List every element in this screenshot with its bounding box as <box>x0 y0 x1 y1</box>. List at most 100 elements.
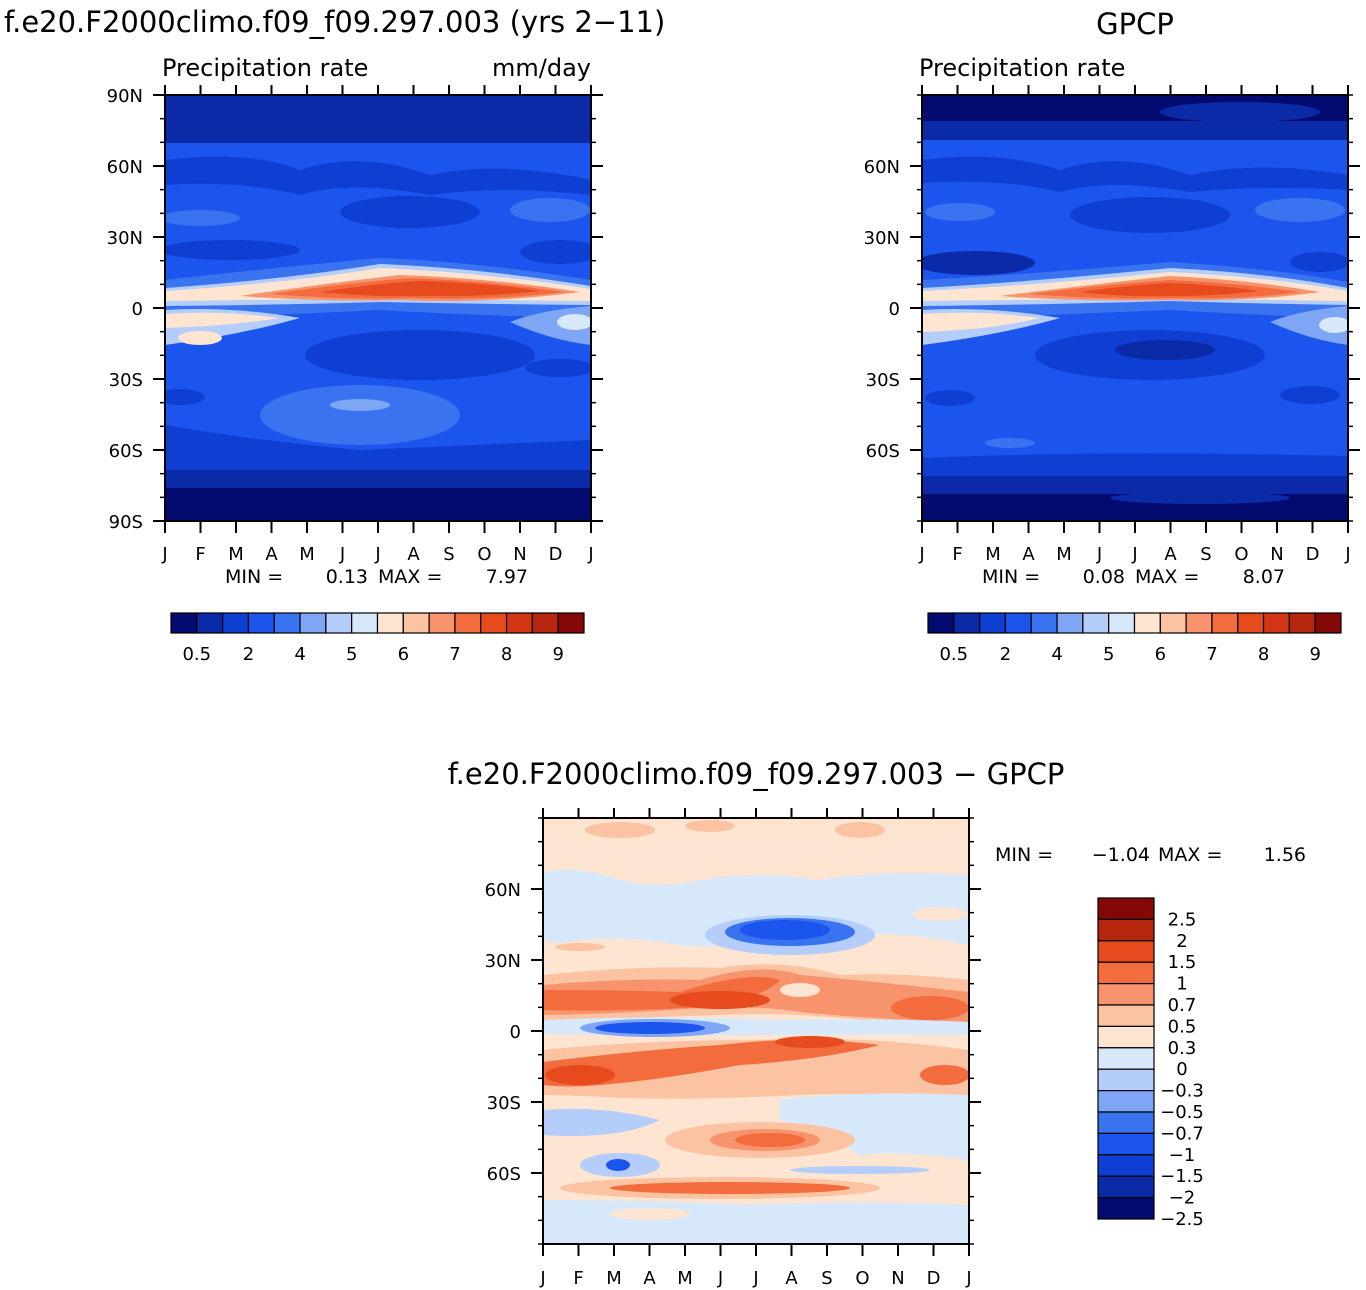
colorbar-label: −0.3 <box>1160 1081 1204 1102</box>
x-tick-label: S <box>443 544 454 565</box>
diff-title: f.e20.F2000climo.f09_f09.297.003 − GPCP <box>448 757 1065 791</box>
x-tick-label: N <box>513 544 526 565</box>
colorbar-swatch <box>1097 1068 1155 1092</box>
colorbar-swatch <box>299 612 327 634</box>
x-tick-label: S <box>1200 544 1211 565</box>
colorbar-swatch <box>1288 612 1316 634</box>
colorbar-swatch <box>557 612 585 634</box>
colorbar-swatch <box>1097 940 1155 963</box>
colorbar-label: 9 <box>552 644 563 665</box>
obs-panel: GPCP Precipitation rate <box>864 7 1360 665</box>
y-tick-label: 60S <box>109 441 143 462</box>
y-tick-label: 90S <box>109 512 143 533</box>
obs-max-value: 8.07 <box>1243 566 1285 588</box>
model-subtitle: Precipitation rate <box>162 54 368 82</box>
y-tick-label: 30N <box>107 228 143 249</box>
colorbar-label: 7 <box>449 644 460 665</box>
y-tick-label: 30S <box>866 370 900 391</box>
colorbar-swatch <box>376 612 404 634</box>
x-tick-label: N <box>891 1268 904 1289</box>
diff-colorbar: 2.521.510.70.50.30−0.3−0.5−0.7−1−1.5−2−2… <box>1097 897 1204 1230</box>
y-tick-label: 60N <box>485 880 521 901</box>
model-colorbar: 0.5 2 4 5 6 7 8 9 <box>170 612 585 665</box>
x-tick-label: D <box>1306 544 1320 565</box>
colorbar-label: 8 <box>1258 644 1269 665</box>
colorbar-swatch <box>1030 612 1058 634</box>
x-tick-label: J <box>1096 544 1102 565</box>
colorbar-label: 8 <box>501 644 512 665</box>
y-tick-label: 0 <box>132 299 143 320</box>
x-tick-label: J <box>587 544 593 565</box>
colorbar-swatch <box>1237 612 1265 634</box>
colorbar-swatch <box>196 612 224 634</box>
colorbar-label: −0.5 <box>1160 1102 1204 1123</box>
x-tick-label: A <box>265 544 278 565</box>
colorbar-label: 9 <box>1309 644 1320 665</box>
y-tick-label: 60S <box>866 441 900 462</box>
colorbar-swatch <box>979 612 1007 634</box>
x-tick-label: J <box>539 1268 545 1289</box>
diff-min-label: MIN = <box>995 844 1053 866</box>
colorbar-swatch <box>1185 612 1213 634</box>
colorbar-swatch <box>531 612 559 634</box>
colorbar-label: 1.5 <box>1168 952 1197 973</box>
colorbar-label: 6 <box>398 644 409 665</box>
colorbar-label: −1.5 <box>1160 1166 1204 1187</box>
colorbar-swatch <box>454 612 482 634</box>
x-tick-label: M <box>677 1268 693 1289</box>
colorbar-swatch <box>247 612 275 634</box>
x-tick-label: M <box>1056 544 1072 565</box>
colorbar-swatch <box>505 612 533 634</box>
x-tick-label: A <box>1022 544 1035 565</box>
colorbar-label: −1 <box>1169 1145 1196 1166</box>
x-tick-label: J <box>161 544 167 565</box>
model-min-label: MIN = <box>225 566 283 588</box>
colorbar-label: 6 <box>1155 644 1166 665</box>
y-tick-label: 60N <box>107 157 143 178</box>
y-tick-label: 30S <box>109 370 143 391</box>
colorbar-label: 2 <box>243 644 254 665</box>
x-tick-label: M <box>299 544 315 565</box>
y-tick-label: 0 <box>889 299 900 320</box>
colorbar-swatch <box>1097 1154 1155 1177</box>
colorbar-label: −0.7 <box>1160 1123 1204 1144</box>
colorbar-label: 5 <box>346 644 357 665</box>
y-tick-label: 60S <box>487 1164 521 1185</box>
model-max-value: 7.97 <box>486 566 528 588</box>
obs-subtitle: Precipitation rate <box>919 54 1125 82</box>
model-max-label: MAX = <box>378 566 442 588</box>
colorbar-swatch <box>953 612 981 634</box>
colorbar-swatch <box>1133 612 1161 634</box>
x-tick-label: M <box>228 544 244 565</box>
colorbar-swatch <box>1097 982 1155 1006</box>
y-tick-label: 30N <box>485 951 521 972</box>
colorbar-label: 5 <box>1103 644 1114 665</box>
colorbar-swatch <box>402 612 430 634</box>
colorbar-label: 7 <box>1206 644 1217 665</box>
model-units: mm/day <box>492 54 591 82</box>
colorbar-label: 2 <box>1176 931 1187 952</box>
y-tick-label: 30N <box>864 228 900 249</box>
x-tick-label: A <box>1164 544 1177 565</box>
colorbar-swatch <box>1056 612 1084 634</box>
x-tick-label: M <box>985 544 1001 565</box>
x-tick-label: D <box>927 1268 941 1289</box>
colorbar-label: 0 <box>1176 1059 1187 1080</box>
colorbar-swatch <box>1097 1025 1155 1049</box>
y-tick-label: 60N <box>864 157 900 178</box>
colorbar-swatch <box>927 612 955 634</box>
model-min-value: 0.13 <box>326 566 368 588</box>
colorbar-swatch <box>1097 1196 1155 1220</box>
colorbar-swatch <box>351 612 379 634</box>
colorbar-swatch <box>1211 612 1239 634</box>
x-tick-label: J <box>752 1268 758 1289</box>
colorbar-swatch <box>1159 612 1187 634</box>
model-title: f.e20.F2000climo.f09_f09.297.003 (yrs 2−… <box>4 5 665 39</box>
colorbar-swatch <box>1097 1047 1155 1070</box>
colorbar-swatch <box>1097 918 1155 942</box>
colorbar-label: 0.5 <box>939 644 968 665</box>
obs-min-label: MIN = <box>982 566 1040 588</box>
colorbar-swatch <box>1097 1175 1155 1199</box>
